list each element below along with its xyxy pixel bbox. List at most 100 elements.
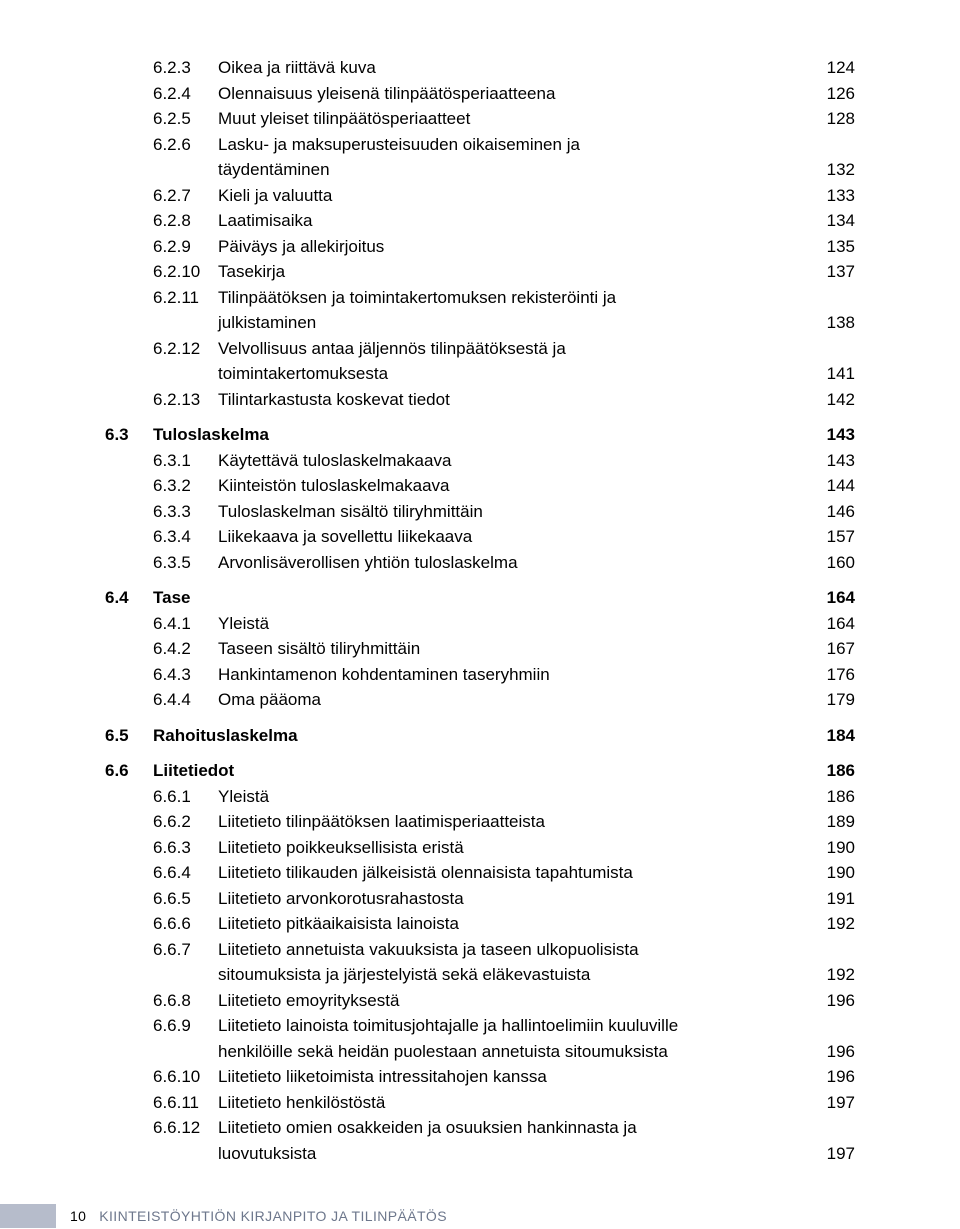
toc-entry-number: 6.2.4 [153, 81, 218, 107]
toc-entry-number: 6.2.3 [153, 55, 218, 81]
toc-subsection-entry: 6.2.6Lasku- ja maksuperusteisuuden oikai… [153, 132, 855, 158]
toc-entry-title: Liitetieto emoyrityksestä [218, 988, 817, 1014]
toc-entry-continuation: toimintakertomuksesta141 [218, 361, 855, 387]
toc-entry-title: Rahoituslaskelma [153, 723, 817, 749]
toc-entry-title: luovutuksista [218, 1141, 817, 1167]
page-footer: 10 KIINTEISTÖYHTIÖN KIRJANPITO JA TILINP… [0, 1204, 960, 1228]
table-of-contents: 6.2.3Oikea ja riittävä kuva1246.2.4Olenn… [105, 55, 855, 1166]
toc-entry-title: Liitetieto omien osakkeiden ja osuuksien… [218, 1115, 855, 1141]
toc-subsection-entry: 6.6.10Liitetieto liiketoimista intressit… [153, 1064, 855, 1090]
toc-entry-number: 6.4.1 [153, 611, 218, 637]
toc-entry-title: Oma pääoma [218, 687, 817, 713]
toc-subsection-entry: 6.6.12Liitetieto omien osakkeiden ja osu… [153, 1115, 855, 1141]
toc-entry-number: 6.6.7 [153, 937, 218, 963]
toc-entry-title: Liitetieto tilikauden jälkeisistä olenna… [218, 860, 817, 886]
toc-section-entry: 6.4Tase164 [105, 585, 855, 611]
toc-subsection-entry: 6.2.4Olennaisuus yleisenä tilinpäätösper… [153, 81, 855, 107]
toc-entry-number: 6.6.8 [153, 988, 218, 1014]
toc-entry-page: 143 [817, 422, 855, 448]
toc-subsection-entry: 6.2.12Velvollisuus antaa jäljennös tilin… [153, 336, 855, 362]
toc-entry-title: sitoumuksista ja järjestelyistä sekä elä… [218, 962, 817, 988]
toc-entry-title: Liitetieto liiketoimista intressitahojen… [218, 1064, 817, 1090]
footer-text: 10 KIINTEISTÖYHTIÖN KIRJANPITO JA TILINP… [70, 1206, 447, 1227]
toc-subsection-entry: 6.2.11Tilinpäätöksen ja toimintakertomuk… [153, 285, 855, 311]
toc-subsection-entry: 6.4.4Oma pääoma179 [153, 687, 855, 713]
toc-entry-page: 142 [817, 387, 855, 413]
toc-entry-number: 6.4.4 [153, 687, 218, 713]
toc-entry-title: Kiinteistön tuloslaskelmakaava [218, 473, 817, 499]
toc-entry-page: 137 [817, 259, 855, 285]
toc-entry-title: Tilintarkastusta koskevat tiedot [218, 387, 817, 413]
toc-entry-number: 6.6.3 [153, 835, 218, 861]
toc-entry-number: 6.6 [105, 758, 153, 784]
toc-section-entry: 6.3Tuloslaskelma143 [105, 422, 855, 448]
toc-entry-title: Yleistä [218, 784, 817, 810]
toc-entry-page: 134 [817, 208, 855, 234]
toc-subsection-entry: 6.3.5Arvonlisäverollisen yhtiön tuloslas… [153, 550, 855, 576]
toc-entry-continuation: julkistaminen138 [218, 310, 855, 336]
toc-subsection-entry: 6.6.5Liitetieto arvonkorotusrahastosta19… [153, 886, 855, 912]
toc-subsection-entry: 6.6.8Liitetieto emoyrityksestä196 [153, 988, 855, 1014]
toc-entry-title: toimintakertomuksesta [218, 361, 817, 387]
toc-entry-page: 186 [817, 784, 855, 810]
toc-entry-title: Kieli ja valuutta [218, 183, 817, 209]
toc-entry-number: 6.6.1 [153, 784, 218, 810]
toc-entry-page: 128 [817, 106, 855, 132]
toc-subsection-entry: 6.6.7Liitetieto annetuista vakuuksista j… [153, 937, 855, 963]
toc-entry-page: 146 [817, 499, 855, 525]
toc-entry-continuation: henkilöille sekä heidän puolestaan annet… [218, 1039, 855, 1065]
toc-entry-title: Liitetieto lainoista toimitusjohtajalle … [218, 1013, 855, 1039]
toc-entry-page: 157 [817, 524, 855, 550]
toc-entry-continuation: luovutuksista197 [218, 1141, 855, 1167]
toc-entry-title: Tasekirja [218, 259, 817, 285]
toc-entry-number: 6.3.4 [153, 524, 218, 550]
toc-entry-number: 6.5 [105, 723, 153, 749]
toc-entry-title: Liitetiedot [153, 758, 817, 784]
toc-subsection-entry: 6.4.3Hankintamenon kohdentaminen taseryh… [153, 662, 855, 688]
footer-page-number: 10 [70, 1208, 86, 1224]
toc-entry-number: 6.4 [105, 585, 153, 611]
toc-subsection-entry: 6.2.9Päiväys ja allekirjoitus135 [153, 234, 855, 260]
toc-entry-title: Päiväys ja allekirjoitus [218, 234, 817, 260]
toc-entry-number: 6.2.5 [153, 106, 218, 132]
toc-entry-page: 167 [817, 636, 855, 662]
toc-entry-number: 6.3.5 [153, 550, 218, 576]
toc-entry-title: henkilöille sekä heidän puolestaan annet… [218, 1039, 817, 1065]
toc-subsection-entry: 6.6.4Liitetieto tilikauden jälkeisistä o… [153, 860, 855, 886]
toc-entry-title: Arvonlisäverollisen yhtiön tuloslaskelma [218, 550, 817, 576]
toc-entry-title: Muut yleiset tilinpäätösperiaatteet [218, 106, 817, 132]
toc-entry-page: 192 [817, 962, 855, 988]
toc-entry-number: 6.4.3 [153, 662, 218, 688]
toc-entry-page: 179 [817, 687, 855, 713]
toc-entry-page: 126 [817, 81, 855, 107]
toc-entry-page: 160 [817, 550, 855, 576]
toc-subsection-entry: 6.6.1Yleistä186 [153, 784, 855, 810]
toc-entry-page: 186 [817, 758, 855, 784]
toc-entry-number: 6.6.12 [153, 1115, 218, 1141]
toc-entry-title: Taseen sisältö tiliryhmittäin [218, 636, 817, 662]
toc-entry-page: 197 [817, 1141, 855, 1167]
toc-entry-number: 6.3.1 [153, 448, 218, 474]
toc-entry-title: Liitetieto tilinpäätöksen laatimisperiaa… [218, 809, 817, 835]
toc-subsection-entry: 6.2.5Muut yleiset tilinpäätösperiaatteet… [153, 106, 855, 132]
toc-subsection-entry: 6.3.3Tuloslaskelman sisältö tiliryhmittä… [153, 499, 855, 525]
toc-subsection-entry: 6.2.10Tasekirja137 [153, 259, 855, 285]
toc-entry-number: 6.6.4 [153, 860, 218, 886]
toc-entry-page: 189 [817, 809, 855, 835]
toc-subsection-entry: 6.3.1Käytettävä tuloslaskelmakaava143 [153, 448, 855, 474]
toc-entry-title: Oikea ja riittävä kuva [218, 55, 817, 81]
toc-entry-number: 6.6.6 [153, 911, 218, 937]
toc-entry-number: 6.6.11 [153, 1090, 218, 1116]
footer-accent-bar [0, 1204, 56, 1228]
toc-entry-number: 6.3 [105, 422, 153, 448]
toc-entry-number: 6.3.2 [153, 473, 218, 499]
toc-subsection-entry: 6.3.4Liikekaava ja sovellettu liikekaava… [153, 524, 855, 550]
toc-entry-title: Velvollisuus antaa jäljennös tilinpäätök… [218, 336, 855, 362]
toc-subsection-entry: 6.3.2Kiinteistön tuloslaskelmakaava144 [153, 473, 855, 499]
toc-entry-title: Tilinpäätöksen ja toimintakertomuksen re… [218, 285, 855, 311]
toc-entry-page: 192 [817, 911, 855, 937]
footer-book-title: KIINTEISTÖYHTIÖN KIRJANPITO JA TILINPÄÄT… [99, 1208, 447, 1224]
toc-entry-title: Tuloslaskelma [153, 422, 817, 448]
toc-entry-continuation: täydentäminen132 [218, 157, 855, 183]
toc-entry-number: 6.6.5 [153, 886, 218, 912]
